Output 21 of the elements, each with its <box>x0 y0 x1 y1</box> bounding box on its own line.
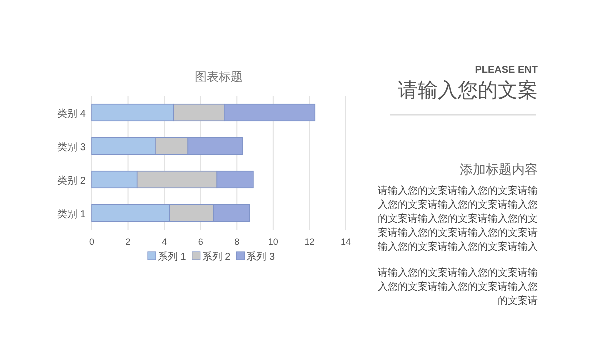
y-tick-label: 类别 3 <box>58 141 86 154</box>
text: PLEASE ENT <box>475 65 538 76</box>
y-tick-label: 类别 4 <box>58 108 86 120</box>
x-tick-label: 4 <box>162 237 168 247</box>
x-tick-label: 8 <box>234 237 240 247</box>
text: 请输入您的文案请输入您的文案请输入您的文案请输入您的文案请输入您的文案请 <box>378 267 538 307</box>
text: 请输入您的文案请输入您的文案请输入您的文案请输入您的文案请输入您的文案请输入您的文案请输入您的文案请输入您的文案请输入您的文案请输入您的文案请输入您的文案请输入 <box>378 185 538 253</box>
legend-label: 系列 3 <box>246 251 276 263</box>
legend-label: 系列 2 <box>202 251 232 263</box>
chart-title: 图表标题 <box>195 70 243 84</box>
x-tick-label: 12 <box>304 237 315 247</box>
y-tick-label: 类别 1 <box>58 208 86 220</box>
y-tick-label: 类别 2 <box>58 174 86 187</box>
text: 添加标题内容 <box>460 162 538 177</box>
legend-label: 系列 1 <box>158 251 187 263</box>
x-tick-label: 6 <box>198 237 204 247</box>
text: 请输入您的文案 <box>398 79 538 102</box>
x-tick-label: 10 <box>268 237 278 247</box>
x-tick-label: 14 <box>340 237 352 247</box>
x-tick-label: 2 <box>126 237 131 247</box>
x-tick-label: 0 <box>89 237 95 247</box>
